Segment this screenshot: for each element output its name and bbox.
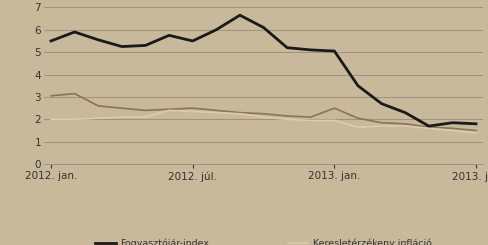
Fogyasztóiár-index [355, 84, 361, 87]
Indirekt adóktól szűrt maginfláció [355, 117, 361, 120]
Fogyasztóiár-index [449, 121, 455, 124]
Indirekt adóktól szűrt maginfláció [449, 127, 455, 130]
Keresletérzékeny infláció [426, 127, 432, 130]
Indirekt adóktól szűrt maginfláció [331, 107, 337, 110]
Indirekt adóktól szűrt maginfláció [95, 104, 101, 107]
Fogyasztóiár-index [190, 39, 196, 42]
Keresletérzékeny infláció [48, 118, 54, 121]
Fogyasztóiár-index [95, 38, 101, 41]
Fogyasztóiár-index [331, 49, 337, 52]
Keresletérzékeny infláció [237, 112, 243, 115]
Keresletérzékeny infláció [449, 129, 455, 132]
Line: Indirekt adóktól szűrt maginfláció: Indirekt adóktól szűrt maginfláció [51, 94, 476, 131]
Indirekt adóktól szűrt maginfláció [166, 108, 172, 111]
Keresletérzékeny infláció [95, 117, 101, 120]
Keresletérzékeny infláció [119, 116, 125, 119]
Keresletérzékeny infláció [284, 118, 290, 121]
Keresletérzékeny infláció [355, 126, 361, 129]
Indirekt adóktól szűrt maginfláció [308, 116, 314, 119]
Indirekt adóktól szűrt maginfláció [261, 112, 266, 115]
Keresletérzékeny infláció [72, 118, 78, 121]
Keresletérzékeny infláció [261, 116, 266, 119]
Keresletérzékeny infláció [308, 119, 314, 122]
Fogyasztóiár-index [142, 44, 148, 47]
Indirekt adóktól szűrt maginfláció [190, 107, 196, 110]
Fogyasztóiár-index [379, 102, 385, 105]
Indirekt adóktól szűrt maginfláció [72, 92, 78, 95]
Fogyasztóiár-index [284, 46, 290, 49]
Fogyasztóiár-index [308, 49, 314, 51]
Indirekt adóktól szűrt maginfláció [213, 109, 219, 112]
Keresletérzékeny infláció [379, 125, 385, 128]
Fogyasztóiár-index [213, 28, 219, 31]
Line: Fogyasztóiár-index: Fogyasztóiár-index [51, 15, 476, 126]
Indirekt adóktól szűrt maginfláció [473, 129, 479, 132]
Fogyasztóiár-index [261, 26, 266, 29]
Keresletérzékeny infláció [190, 110, 196, 113]
Fogyasztóiár-index [119, 45, 125, 48]
Fogyasztóiár-index [473, 122, 479, 125]
Keresletérzékeny infláció [213, 111, 219, 114]
Indirekt adóktól szűrt maginfláció [284, 114, 290, 117]
Legend: Fogyasztóiár-index, Indirekt adóktól szűrt maginfláció, Keresletérzékeny infláci: Fogyasztóiár-index, Indirekt adóktól szű… [91, 235, 436, 245]
Indirekt adóktól szűrt maginfláció [402, 122, 408, 125]
Fogyasztóiár-index [237, 14, 243, 17]
Keresletérzékeny infláció [142, 116, 148, 119]
Fogyasztóiár-index [48, 39, 54, 42]
Fogyasztóiár-index [166, 34, 172, 37]
Indirekt adóktól szűrt maginfláció [237, 111, 243, 114]
Indirekt adóktól szűrt maginfláció [426, 126, 432, 129]
Fogyasztóiár-index [402, 111, 408, 114]
Indirekt adóktól szűrt maginfláció [119, 107, 125, 110]
Indirekt adóktól szűrt maginfláció [48, 94, 54, 97]
Line: Keresletérzékeny infláció: Keresletérzékeny infláció [51, 110, 476, 133]
Keresletérzékeny infláció [331, 119, 337, 122]
Fogyasztóiár-index [72, 31, 78, 34]
Indirekt adóktól szűrt maginfláció [379, 121, 385, 124]
Keresletérzékeny infláció [166, 109, 172, 112]
Keresletérzékeny infláció [402, 125, 408, 128]
Indirekt adóktól szűrt maginfláció [142, 109, 148, 112]
Fogyasztóiár-index [426, 125, 432, 128]
Keresletérzékeny infláció [473, 131, 479, 134]
